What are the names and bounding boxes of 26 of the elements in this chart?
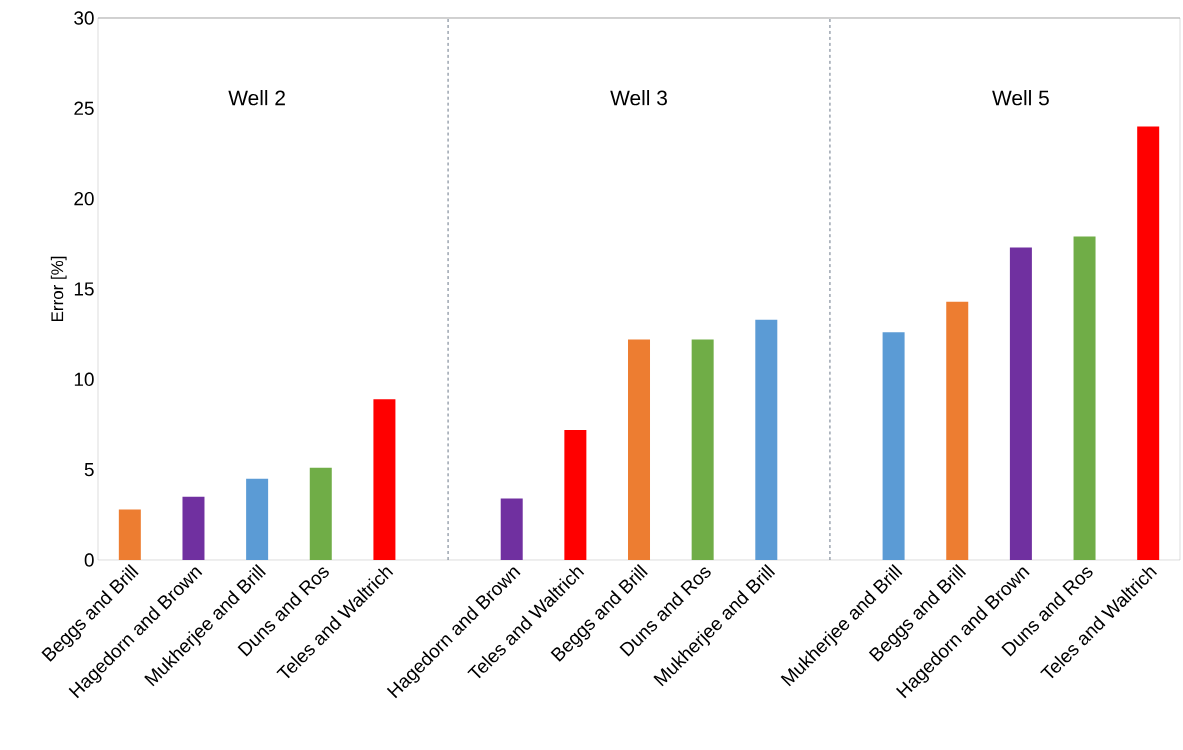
bar [1073,236,1096,560]
y-tick-label: 10 [74,372,94,387]
bar [1009,247,1032,560]
bar [946,301,969,560]
y-tick-label: 0 [84,553,94,567]
bar [182,496,205,560]
bar [564,429,587,560]
annotation: Well 2 [228,89,285,106]
bar [1137,126,1160,560]
y-tick-label: 5 [84,463,94,477]
bar [755,319,778,560]
y-tick-label: 25 [74,101,94,116]
annotation: Well 3 [610,89,667,106]
bar [309,467,332,560]
bar [628,339,651,560]
annotation: Well 5 [992,89,1049,106]
bar [118,509,141,560]
y-tick-label: 15 [74,282,94,296]
y-axis-title: Error [%] [50,256,67,321]
bar [246,478,269,560]
y-tick-label: 30 [74,11,94,25]
bar [500,498,523,560]
y-tick-label: 20 [74,191,94,206]
bar [373,399,396,560]
bar [882,332,905,560]
bar [691,339,714,560]
